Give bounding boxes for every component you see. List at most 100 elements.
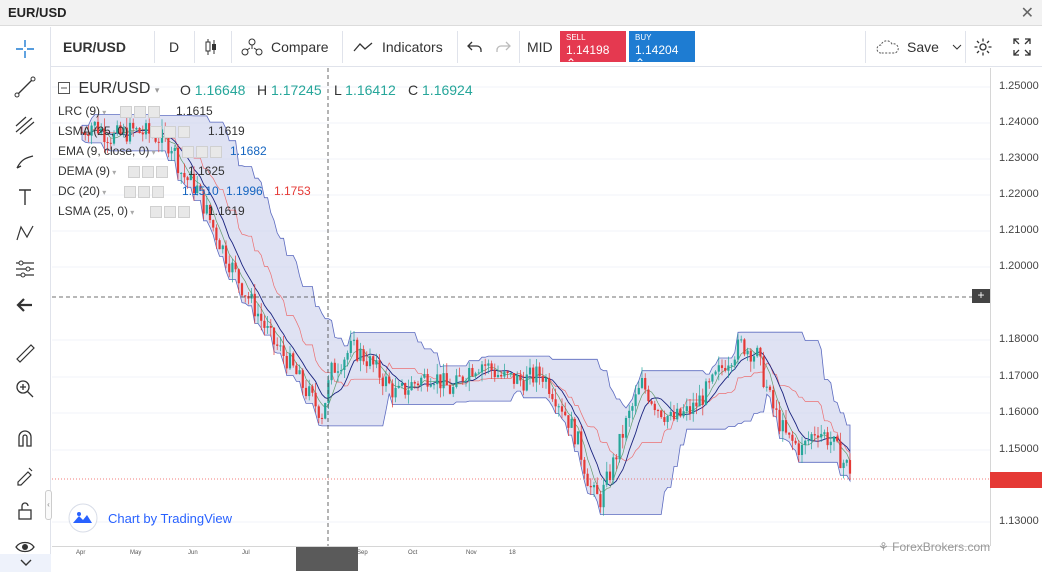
indicators-button[interactable]: Indicators — [353, 27, 443, 67]
candle-body — [506, 371, 509, 374]
settings-icon[interactable] — [138, 186, 150, 198]
indicators-label: Indicators — [382, 39, 443, 55]
eye-icon[interactable] — [124, 186, 136, 198]
save-button[interactable]: Save — [875, 27, 962, 67]
symbol-search[interactable]: EUR/USD — [63, 39, 127, 55]
settings-icon[interactable] — [164, 126, 176, 138]
buy-button[interactable]: BUY 1.14204 ⌃ — [629, 31, 695, 70]
indicator-buttons[interactable] — [128, 166, 168, 178]
indicator-buttons[interactable] — [150, 126, 190, 138]
settings-gear-icon[interactable] — [973, 27, 993, 67]
back-arrow-icon[interactable] — [10, 291, 40, 319]
indicator-row[interactable]: DC (20) ▾ 1.1510 1.1996 1.1753 — [58, 184, 311, 198]
indicator-buttons[interactable] — [182, 146, 222, 158]
indicator-chevron-icon[interactable]: ▾ — [110, 168, 117, 177]
panel-collapse-handle[interactable]: ‹ — [45, 490, 52, 520]
eye-icon[interactable] — [10, 533, 40, 561]
candle-body — [365, 361, 368, 367]
magnet-icon[interactable] — [10, 425, 40, 453]
redo-icon[interactable] — [495, 27, 511, 67]
candle-body — [231, 262, 234, 273]
settings-icon[interactable] — [164, 206, 176, 218]
close-icon[interactable] — [178, 206, 190, 218]
crosshair-plus-icon[interactable]: + — [972, 289, 990, 303]
price-axis[interactable]: 1.25000 1.24000 1.23000 1.22000 1.21000 1.200… — [990, 68, 1042, 546]
time-axis[interactable]: Apr May Jun Jul Sep Oct Nov 18 — [52, 546, 990, 572]
ohlc-open: O 1.16648 — [180, 82, 246, 98]
candle-body — [711, 374, 714, 382]
indicator-buttons[interactable] — [150, 206, 190, 218]
candle-body — [125, 127, 128, 142]
text-icon[interactable] — [10, 183, 40, 211]
eye-icon[interactable] — [128, 166, 140, 178]
close-icon[interactable] — [152, 186, 164, 198]
candle-body — [132, 122, 135, 129]
candle-body — [445, 373, 448, 386]
candle-body — [314, 392, 317, 407]
indicator-buttons[interactable] — [124, 186, 164, 198]
ruler-icon[interactable] — [10, 339, 40, 367]
close-icon[interactable] — [148, 106, 160, 118]
compare-button[interactable]: Compare — [240, 27, 329, 67]
close-icon[interactable] — [178, 126, 190, 138]
undo-icon[interactable] — [467, 27, 483, 67]
eye-icon[interactable] — [150, 206, 162, 218]
close-icon[interactable]: ✕ — [1020, 5, 1034, 22]
candle-body — [343, 359, 346, 370]
close-icon[interactable] — [210, 146, 222, 158]
candle-body — [493, 370, 496, 378]
indicator-row[interactable]: EMA (9, close, 0) ▾ 1.1682 — [58, 144, 267, 158]
indicator-value: 1.1619 — [208, 204, 245, 218]
candles-icon[interactable] — [203, 27, 219, 67]
candle-body — [672, 411, 676, 420]
tradingview-watermark[interactable]: Chart by TradingView — [66, 503, 232, 533]
brush-icon[interactable] — [10, 147, 40, 175]
zoom-in-icon[interactable] — [10, 375, 40, 403]
pattern-icon[interactable] — [10, 219, 40, 247]
fib-icon[interactable] — [10, 111, 40, 139]
indicator-chevron-icon[interactable]: ▾ — [149, 148, 156, 157]
eye-icon[interactable] — [182, 146, 194, 158]
collapse-icon[interactable] — [58, 82, 70, 94]
prediction-icon[interactable] — [10, 255, 40, 283]
indicator-buttons[interactable] — [120, 106, 160, 118]
collapse-toolbar-button[interactable] — [0, 554, 51, 572]
fullscreen-icon[interactable] — [1013, 27, 1031, 67]
settings-icon[interactable] — [134, 106, 146, 118]
buy-price: 1.14204 ⌃ — [635, 42, 679, 70]
candle-body — [612, 457, 615, 481]
candle-body — [749, 350, 752, 362]
candle-body — [724, 367, 727, 371]
eye-icon[interactable] — [150, 126, 162, 138]
indicator-chevron-icon[interactable]: ▾ — [100, 108, 107, 117]
price-chart[interactable] — [52, 68, 990, 546]
price-tick: 1.13000 — [999, 515, 1039, 527]
candle-body — [701, 395, 704, 405]
settings-icon[interactable] — [142, 166, 154, 178]
eye-icon[interactable] — [120, 106, 132, 118]
candle-body — [186, 177, 189, 181]
indicator-chevron-icon[interactable]: ▾ — [128, 128, 135, 137]
price-mode-button[interactable]: MID — [527, 39, 553, 55]
candle-body — [397, 385, 400, 388]
candle-body — [666, 416, 669, 422]
close-icon[interactable] — [156, 166, 168, 178]
title-bar: EUR/USD ✕ — [0, 0, 1042, 26]
indicator-row[interactable]: DEMA (9) ▾ 1.1625 — [58, 164, 225, 178]
candle-body — [346, 352, 349, 360]
settings-icon[interactable] — [196, 146, 208, 158]
sell-button[interactable]: SELL 1.14198 ⌃ — [560, 31, 626, 70]
indicator-chevron-icon[interactable]: ▾ — [128, 208, 135, 217]
indicator-row[interactable]: LSMA (25, 0) ▾ 1.1619 — [58, 204, 245, 218]
candle-body — [266, 325, 269, 328]
indicator-row[interactable]: LSMA (25, 0) ▾ 1.1619 — [58, 124, 245, 138]
interval-button[interactable]: D — [169, 39, 180, 55]
crosshair-icon[interactable] — [10, 35, 40, 63]
indicator-row[interactable]: LRC (9) ▾ 1.1615 — [58, 104, 213, 118]
indicator-chevron-icon[interactable]: ▾ — [100, 188, 107, 197]
lock-draw-icon[interactable] — [10, 461, 40, 489]
trendline-icon[interactable] — [10, 73, 40, 101]
candle-body — [564, 411, 567, 416]
lock-icon[interactable] — [10, 497, 40, 525]
candle-body — [128, 122, 132, 142]
